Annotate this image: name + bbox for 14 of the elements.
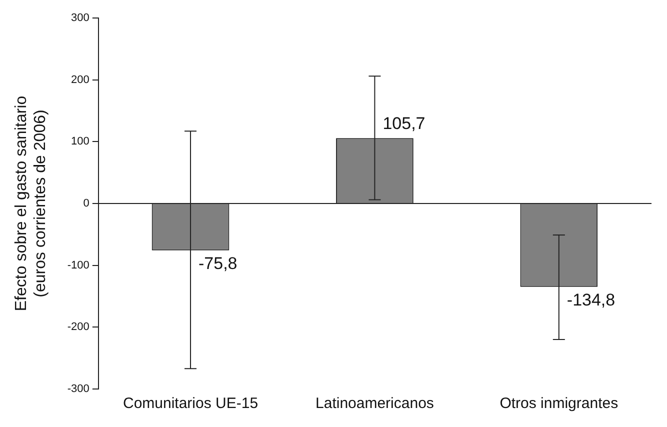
y-axis-title: Efecto sobre el gasto sanitario (euros corrientes de 2006): [13, 96, 50, 312]
data-label: 105,7: [382, 114, 426, 133]
y-tick-label: 200: [71, 74, 90, 86]
y-tick-label: 300: [71, 12, 90, 24]
y-tick-label: 100: [71, 136, 90, 148]
y-tick-label: -100: [67, 259, 90, 272]
data-label: -75,8: [198, 254, 238, 274]
x-tick-label: Otros inmigrantes: [500, 395, 618, 412]
y-tick-label: -300: [67, 383, 90, 396]
x-tick-label: Latinoamericanos: [316, 395, 434, 412]
data-label: -134,8: [566, 290, 616, 310]
y-tick-label: 0: [83, 198, 90, 210]
x-tick-label: Comunitarios UE-15: [122, 395, 258, 412]
y-tick-label: -200: [67, 321, 90, 334]
